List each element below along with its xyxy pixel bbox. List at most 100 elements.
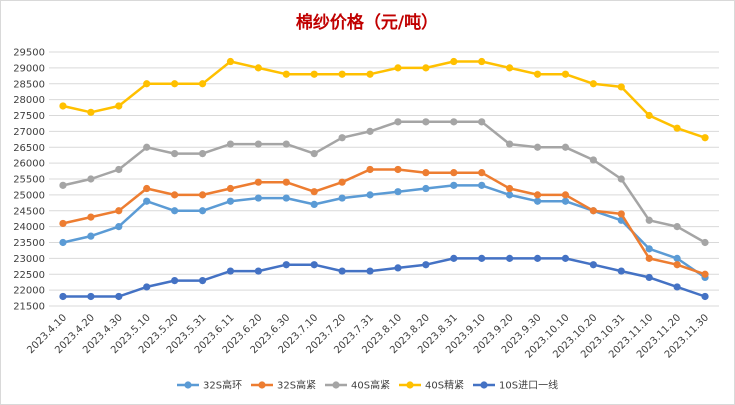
y-tick-label: 23500 (13, 238, 45, 249)
data-point (171, 80, 179, 88)
data-point (171, 191, 179, 199)
data-point (338, 134, 346, 142)
data-point (171, 277, 179, 285)
data-point (478, 169, 486, 177)
y-tick-label: 28000 (13, 95, 45, 106)
data-point (673, 124, 681, 132)
data-point (561, 191, 570, 199)
data-point (561, 70, 570, 78)
data-point (198, 207, 207, 215)
data-point (478, 118, 486, 126)
data-point (394, 188, 402, 196)
data-point (506, 64, 514, 72)
data-point (198, 80, 207, 88)
legend-label: 10S进口一线 (499, 379, 558, 392)
y-tick-label: 26500 (13, 143, 45, 154)
legend-item: 32S高环 (177, 379, 242, 392)
data-point (394, 118, 402, 126)
data-point (87, 292, 95, 301)
data-point (673, 261, 681, 269)
data-point (143, 184, 151, 193)
y-tick-label: 22000 (13, 286, 45, 297)
data-point (422, 184, 430, 193)
y-tick-label: 25500 (13, 175, 45, 186)
data-point (282, 70, 290, 78)
data-point (143, 143, 151, 151)
series-line (63, 257, 706, 298)
data-point (143, 283, 151, 291)
series-line (62, 184, 706, 279)
data-point (506, 254, 514, 262)
legend-marker (258, 381, 266, 389)
data-point (366, 191, 374, 199)
data-point (617, 175, 625, 183)
data-point (561, 197, 570, 205)
data-point (226, 197, 235, 205)
data-point (254, 140, 262, 148)
y-tick-label: 21500 (13, 302, 45, 313)
data-point (198, 191, 207, 199)
data-point (645, 245, 653, 253)
data-point (115, 207, 123, 215)
data-point (115, 165, 123, 174)
data-point (673, 254, 681, 262)
data-point (282, 140, 290, 148)
data-point (226, 57, 235, 66)
legend-item: 10S进口一线 (473, 379, 558, 392)
data-point (673, 223, 681, 231)
data-point (171, 207, 179, 215)
data-point (310, 70, 318, 78)
data-point (59, 219, 67, 228)
data-point (422, 64, 430, 72)
legend-label: 32S高环 (203, 379, 242, 392)
data-point (226, 267, 235, 275)
data-point (533, 143, 542, 151)
data-point (226, 184, 235, 193)
data-point (366, 165, 374, 174)
data-point (310, 200, 318, 208)
data-point (338, 70, 346, 78)
series-5 (59, 254, 709, 301)
data-point (59, 181, 67, 189)
data-point (478, 57, 486, 66)
data-point (506, 184, 514, 193)
data-point (589, 261, 597, 269)
data-point (450, 118, 458, 126)
data-point (254, 64, 262, 72)
data-point (282, 178, 290, 186)
series-line (62, 120, 706, 244)
data-point (310, 150, 318, 158)
data-point (87, 108, 95, 116)
data-point (506, 191, 514, 199)
data-point (394, 165, 402, 174)
data-point (171, 150, 179, 158)
data-point (422, 169, 430, 177)
legend-marker (184, 381, 192, 389)
data-point (59, 238, 67, 247)
data-point (59, 292, 67, 301)
series-line (62, 60, 706, 139)
y-tick-label: 27500 (13, 111, 45, 122)
legend-item: 32S高紧 (251, 379, 316, 392)
y-tick-label: 26000 (13, 159, 45, 170)
legend-marker (480, 381, 488, 389)
data-point (701, 238, 709, 247)
data-point (701, 134, 709, 142)
data-point (450, 169, 458, 177)
data-point (143, 197, 151, 205)
data-point (394, 64, 402, 72)
data-point (282, 261, 290, 269)
legend-marker (332, 381, 340, 389)
data-point (87, 213, 95, 221)
data-point (115, 102, 123, 110)
data-point (338, 194, 346, 202)
data-point (645, 216, 653, 224)
series-line (62, 168, 706, 276)
data-point (282, 194, 290, 202)
data-point (310, 261, 318, 269)
legend-marker (406, 381, 414, 389)
legend: 32S高环 32S高紧 40S高紧 40S精紧 10S进口一线 (177, 379, 558, 392)
data-point (394, 264, 402, 272)
data-point (115, 292, 123, 301)
